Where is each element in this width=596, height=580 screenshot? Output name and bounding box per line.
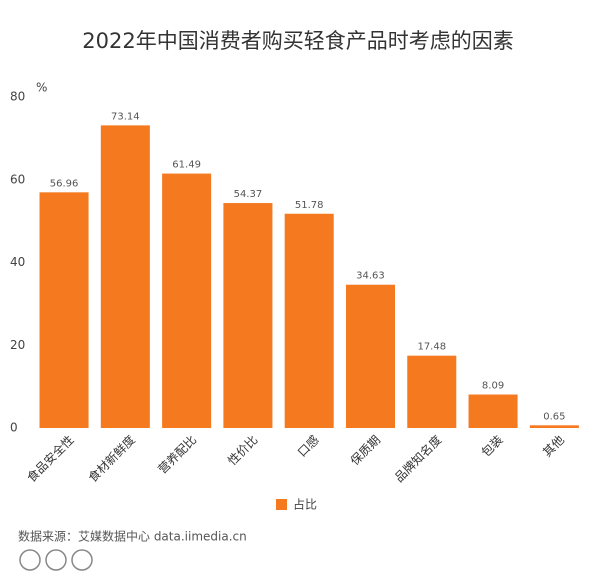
y-tick-label: 40 (10, 255, 25, 269)
bar (345, 284, 396, 428)
value-label: 56.96 (50, 178, 79, 189)
bar (223, 203, 273, 428)
icon (71, 549, 93, 571)
source: 数据来源：艾媒数据中心 data.iimedia.cn (18, 529, 247, 544)
bar (407, 355, 457, 428)
y-tick-label: 20 (10, 338, 25, 352)
value-label: 0.65 (543, 411, 565, 422)
y-axis-unit: % (36, 81, 47, 95)
bar (529, 425, 579, 428)
bar (162, 173, 212, 428)
value-label: 61.49 (172, 160, 201, 171)
y-tick-label: 80 (10, 90, 25, 104)
bar (468, 394, 518, 428)
value-label: 73.14 (111, 111, 140, 122)
legend-label: 占比 (293, 497, 317, 512)
y-tick-label: 0 (10, 421, 18, 435)
bar (100, 125, 150, 429)
license-icons (19, 549, 93, 571)
value-label: 54.37 (234, 189, 263, 200)
value-label: 34.63 (356, 271, 385, 282)
value-label: 51.78 (295, 200, 324, 211)
value-label: 17.48 (417, 342, 446, 353)
icon (45, 549, 67, 571)
chart-title: 2022年中国消费者购买轻食产品时考虑的因素 (82, 29, 513, 53)
icon (19, 549, 41, 571)
bar (39, 192, 89, 428)
legend-swatch (276, 499, 287, 510)
value-label: 8.09 (482, 381, 504, 392)
bar (284, 213, 334, 428)
y-tick-label: 60 (10, 172, 25, 186)
